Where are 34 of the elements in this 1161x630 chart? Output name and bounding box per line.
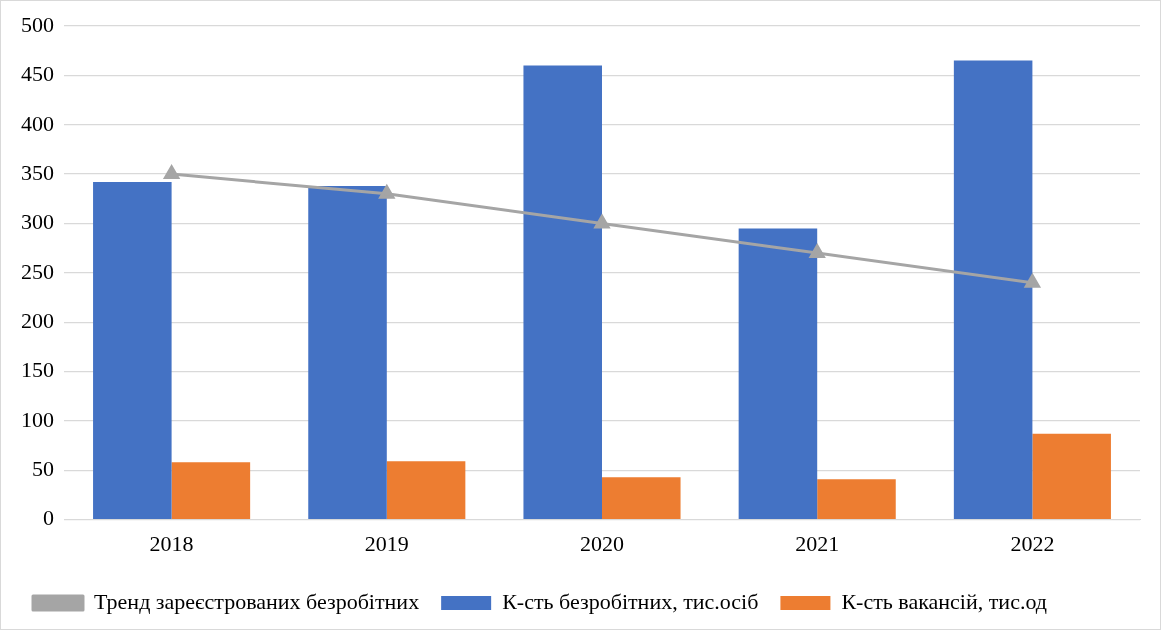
point [164, 165, 180, 180]
bar [817, 479, 896, 519]
bar [308, 185, 387, 519]
bar [738, 228, 818, 519]
bar [523, 65, 602, 519]
point [1024, 274, 1040, 288]
bar [953, 60, 1033, 519]
bar [386, 461, 466, 519]
y-tick-label: 0 [43, 505, 54, 531]
bar [171, 462, 251, 519]
y-tick-label: 50 [32, 456, 54, 482]
legend-label: К-сть безробітних, тис.осіб [502, 588, 759, 614]
point [809, 244, 825, 259]
x-tick-label: 2022 [1010, 530, 1055, 556]
y-tick-label: 450 [21, 61, 54, 87]
x-tick-label: 2021 [795, 530, 840, 556]
bar [1032, 433, 1111, 519]
y-tick-label: 500 [21, 11, 54, 37]
x-tick-label: 2020 [580, 530, 624, 556]
y-tick-label: 350 [21, 159, 54, 185]
x-tick-label: 2019 [364, 530, 409, 556]
bar [602, 477, 681, 519]
y-tick-label: 150 [21, 357, 54, 383]
legend-label: Тренд зареєстрованих безробітних [94, 588, 420, 614]
bar [93, 181, 172, 519]
y-tick-label: 100 [21, 406, 54, 432]
y-tick-label: 400 [21, 110, 54, 136]
x-tick-label: 2018 [149, 530, 194, 556]
y-tick-label: 300 [21, 209, 54, 235]
y-tick-label: 200 [21, 307, 54, 333]
point [379, 185, 395, 199]
y-tick-label: 250 [21, 258, 54, 284]
point [594, 214, 610, 229]
legend-label: К-сть вакансій, тис.од [841, 588, 1047, 614]
